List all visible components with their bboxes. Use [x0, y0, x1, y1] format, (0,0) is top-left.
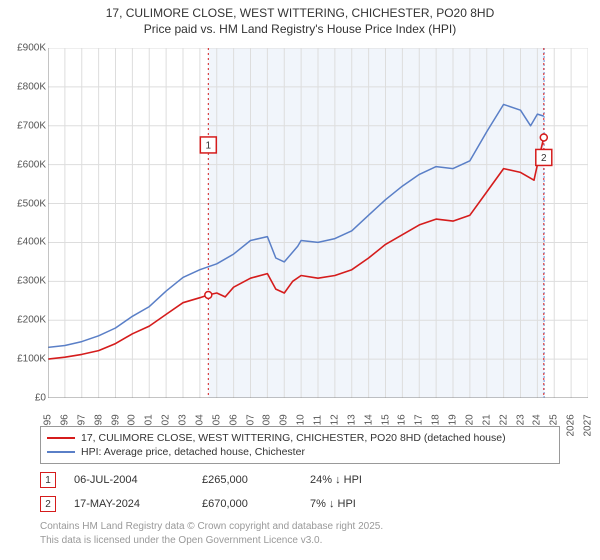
transaction-badge: 2 — [40, 496, 56, 512]
transaction-date: 17-MAY-2024 — [74, 498, 184, 510]
footnote-l2: This data is licensed under the Open Gov… — [40, 534, 560, 548]
transaction-badge: 1 — [40, 472, 56, 488]
legend-item: HPI: Average price, detached house, Chic… — [47, 445, 553, 459]
x-tick-label: 2026 — [566, 421, 577, 437]
y-tick-label: £500K — [2, 198, 46, 209]
legend-swatch — [47, 451, 75, 453]
chart: 12 £0£100K£200K£300K£400K£500K£600K£700K… — [48, 48, 588, 398]
y-tick-label: £600K — [2, 159, 46, 170]
legend: 17, CULIMORE CLOSE, WEST WITTERING, CHIC… — [40, 426, 560, 464]
transaction-price: £265,000 — [202, 474, 292, 486]
x-tick-label: 2027 — [583, 421, 594, 437]
transaction-row: 1 06-JUL-2004 £265,000 24% ↓ HPI — [40, 468, 560, 492]
y-tick-label: £300K — [2, 276, 46, 287]
titles: 17, CULIMORE CLOSE, WEST WITTERING, CHIC… — [0, 0, 600, 38]
legend-item: 17, CULIMORE CLOSE, WEST WITTERING, CHIC… — [47, 431, 553, 445]
transaction-row: 2 17-MAY-2024 £670,000 7% ↓ HPI — [40, 492, 560, 516]
y-tick-label: £700K — [2, 120, 46, 131]
svg-text:2: 2 — [541, 153, 547, 164]
legend-swatch — [47, 437, 75, 439]
svg-text:1: 1 — [206, 140, 212, 151]
y-tick-label: £200K — [2, 315, 46, 326]
transaction-delta: 24% ↓ HPI — [310, 474, 420, 486]
page: 17, CULIMORE CLOSE, WEST WITTERING, CHIC… — [0, 0, 600, 560]
title-line1: 17, CULIMORE CLOSE, WEST WITTERING, CHIC… — [10, 6, 590, 20]
transaction-price: £670,000 — [202, 498, 292, 510]
y-tick-label: £900K — [2, 43, 46, 54]
y-tick-label: £0 — [2, 393, 46, 404]
legend-label: 17, CULIMORE CLOSE, WEST WITTERING, CHIC… — [81, 432, 506, 444]
chart-svg: 12 — [48, 48, 588, 398]
y-tick-label: £400K — [2, 237, 46, 248]
y-tick-label: £800K — [2, 81, 46, 92]
legend-label: HPI: Average price, detached house, Chic… — [81, 446, 305, 458]
transactions: 1 06-JUL-2004 £265,000 24% ↓ HPI 2 17-MAY-202… — [40, 468, 560, 516]
transaction-date: 06-JUL-2004 — [74, 474, 184, 486]
footnote-l1: Contains HM Land Registry data © Crown c… — [40, 520, 560, 534]
title-line2: Price paid vs. HM Land Registry's House … — [10, 22, 590, 36]
footnote: Contains HM Land Registry data © Crown c… — [40, 520, 560, 547]
y-tick-label: £100K — [2, 354, 46, 365]
transaction-delta: 7% ↓ HPI — [310, 498, 420, 510]
